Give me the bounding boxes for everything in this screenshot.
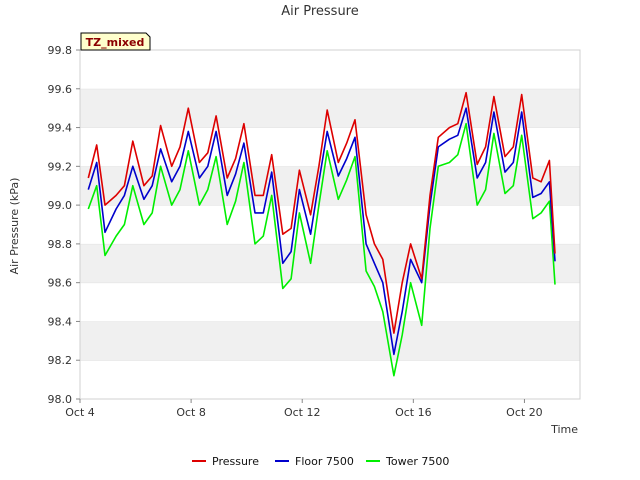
plot-frame <box>79 49 581 400</box>
grid-band <box>80 321 580 361</box>
y-tick-label: 98.6 <box>48 277 73 290</box>
grid-band <box>80 282 580 322</box>
chart-title: Air Pressure <box>281 4 359 19</box>
legend-label: Tower 7500 <box>385 455 449 468</box>
grid-band <box>80 243 580 283</box>
grid-band <box>80 50 580 89</box>
tz-badge-label: TZ_mixed <box>86 36 145 49</box>
y-tick-label: 98.2 <box>48 354 73 367</box>
tz-badge-box <box>80 32 151 51</box>
grid-band <box>80 205 580 244</box>
y-tick-label: 98.0 <box>48 393 73 406</box>
y-tick-label: 99.6 <box>48 83 73 96</box>
x-tick-label: Oct 20 <box>506 406 543 419</box>
y-tick-label: 99.8 <box>48 44 73 57</box>
x-tick-label: Oct 12 <box>284 406 321 419</box>
series-line-floor-7500 <box>87 107 556 356</box>
y-axis-title: Air Pressure (kPa) <box>8 178 21 275</box>
grid-bands <box>80 49 580 399</box>
y-tick-label: 99.0 <box>48 199 73 212</box>
y-tick-label: 99.4 <box>48 122 73 135</box>
x-axis-ticks: Oct 4 Oct 8 Oct 12 Oct 16 Oct 20 <box>65 399 543 419</box>
series-line-tower-7500 <box>87 122 556 377</box>
y-axis-ticks: 98.0 98.2 98.4 98.6 98.8 99.0 99.2 99.4 99.6 99.8 <box>48 44 80 406</box>
tz-badge: TZ_mixed <box>80 32 151 51</box>
series-line-pressure <box>87 91 556 334</box>
legend: Pressure Floor 7500 Tower 7500 <box>192 455 449 468</box>
x-axis-title: Time <box>550 423 578 436</box>
legend-label: Floor 7500 <box>295 455 354 468</box>
y-tick-label: 99.2 <box>48 160 73 173</box>
y-tick-label: 98.4 <box>48 315 73 328</box>
x-tick-label: Oct 8 <box>176 406 206 419</box>
series-lines <box>87 91 556 377</box>
x-tick-label: Oct 16 <box>395 406 432 419</box>
y-tick-label: 98.8 <box>48 238 73 251</box>
grid-band <box>80 166 580 206</box>
x-tick-label: Oct 4 <box>65 406 95 419</box>
grid-band <box>80 360 580 399</box>
legend-label: Pressure <box>212 455 259 468</box>
